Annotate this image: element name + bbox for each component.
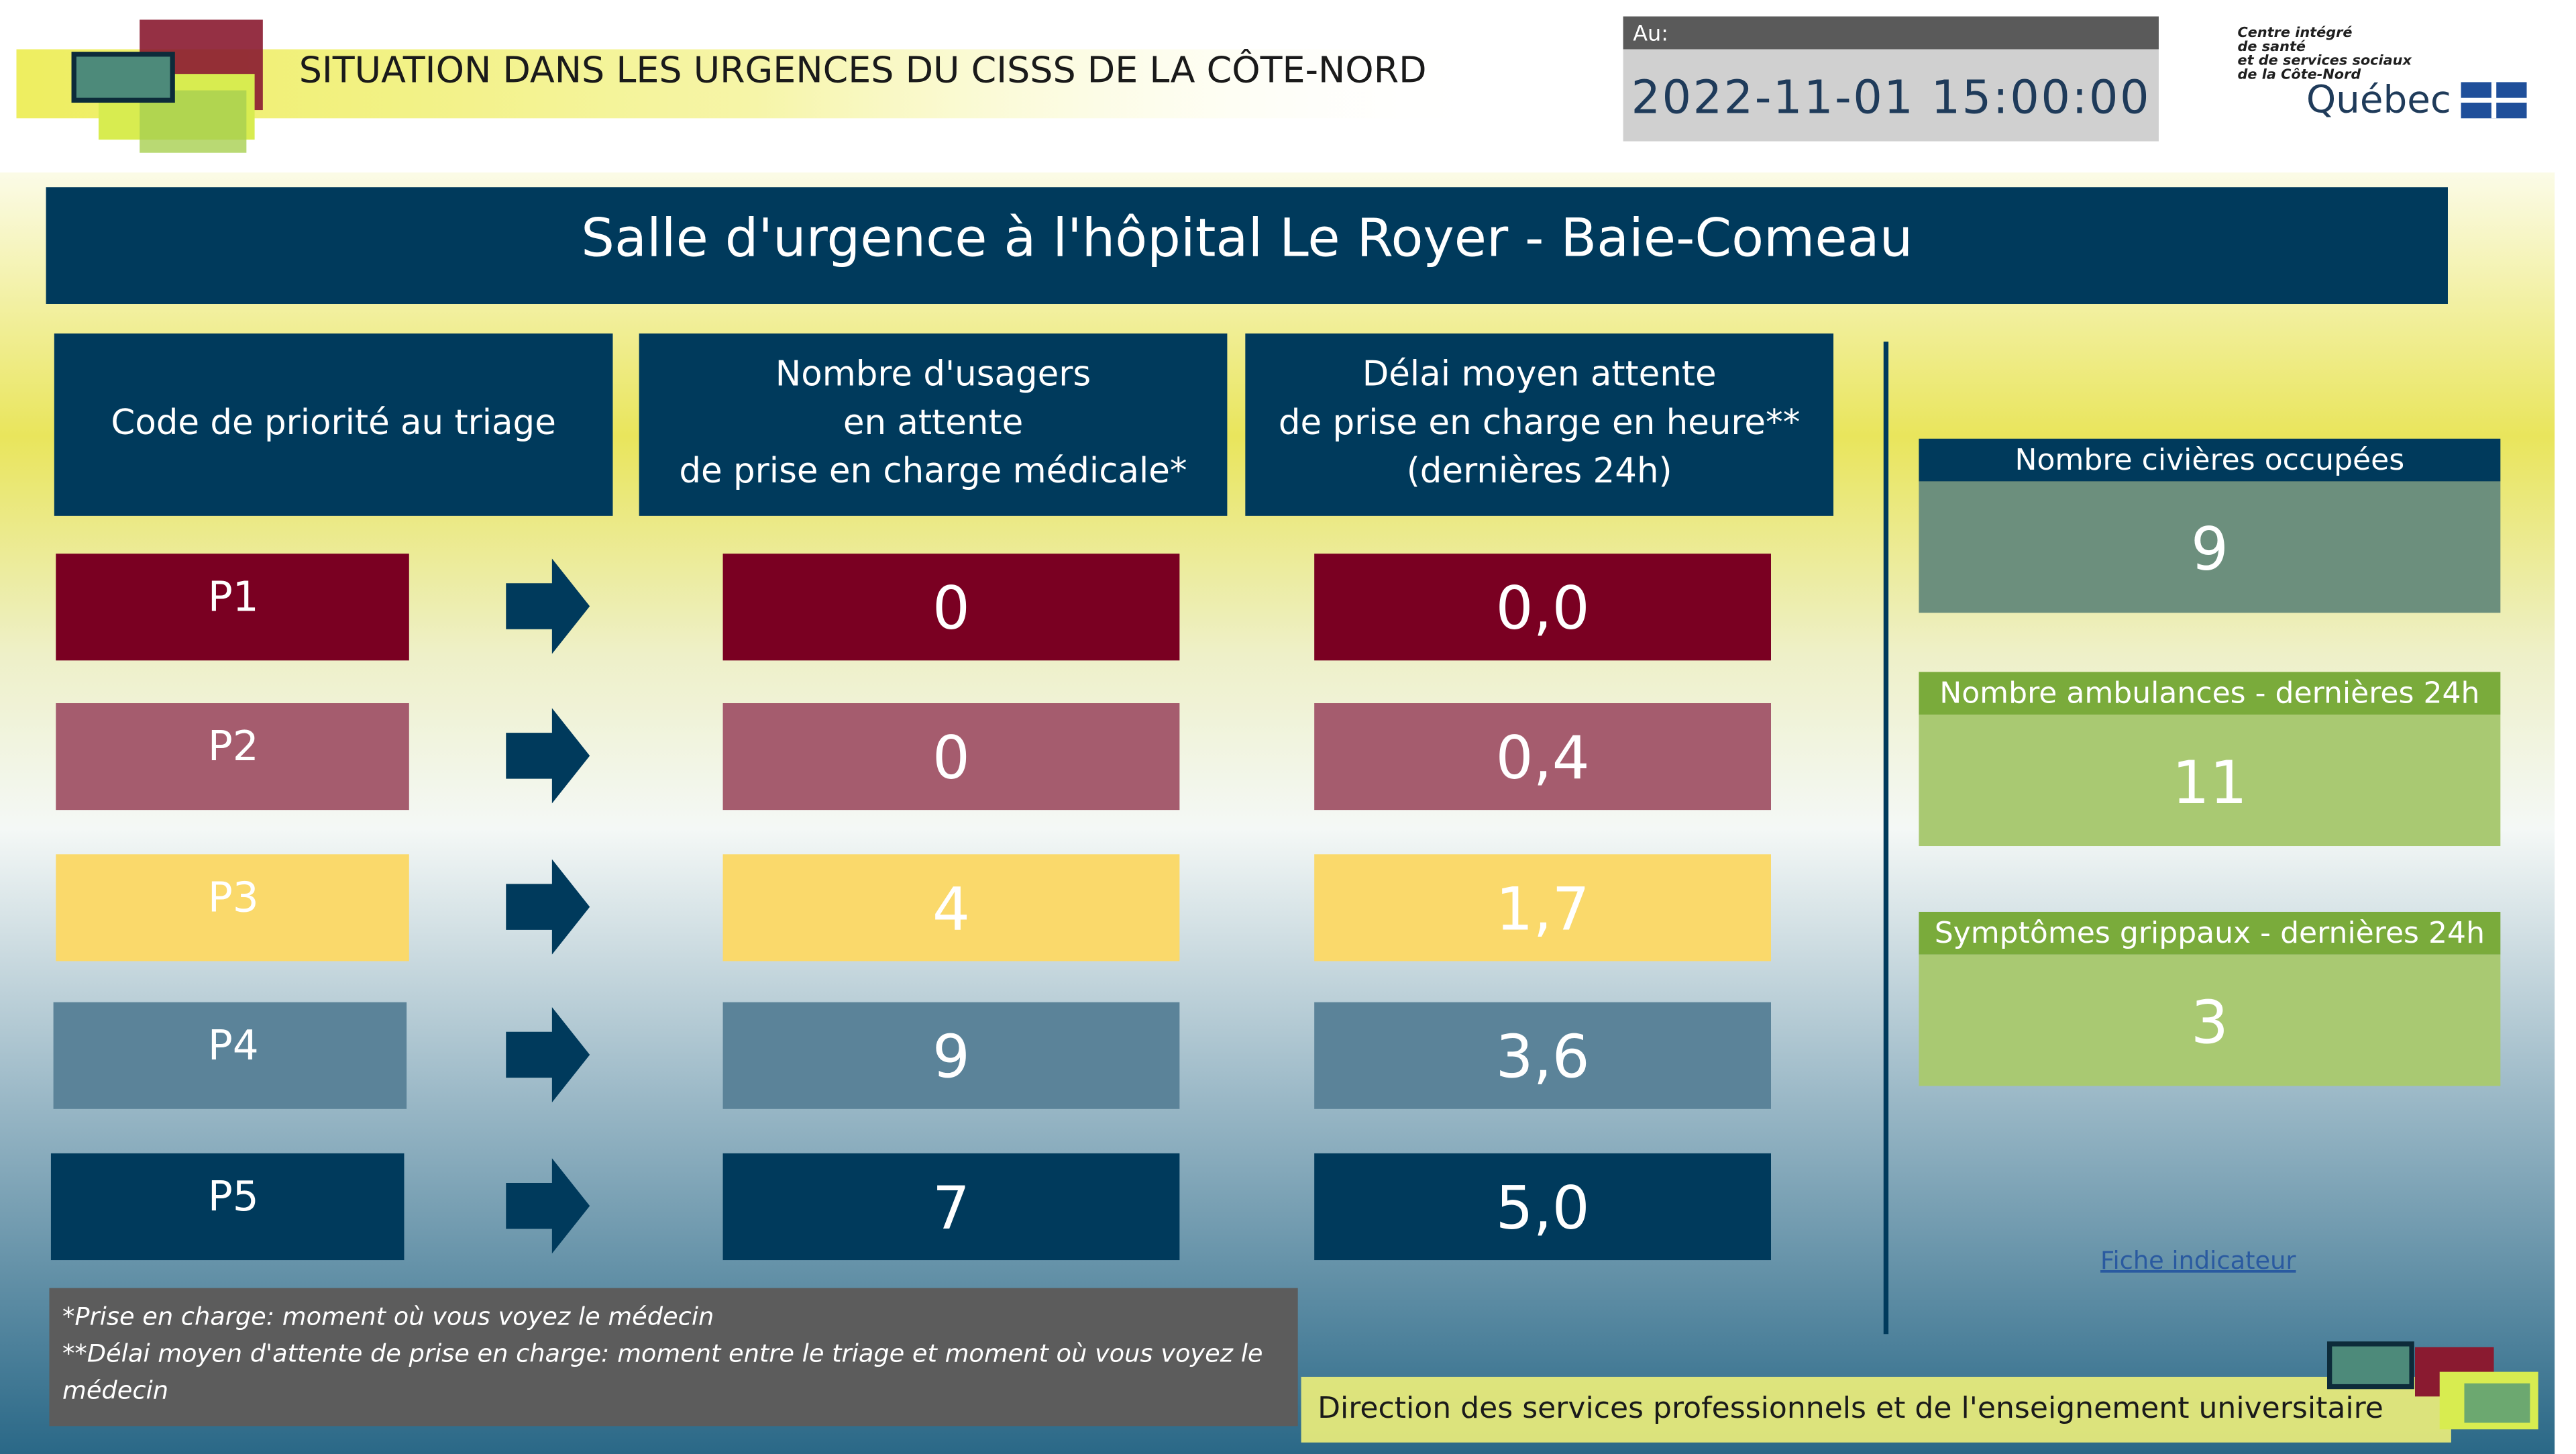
waiting-cell [722,854,1180,962]
priority-label: P2 [208,723,259,770]
footnote: médecin [62,1375,168,1404]
priority-cell [53,1002,407,1109]
right-strip [2555,0,2576,1454]
card-header [1919,911,2501,955]
priority-label: P3 [208,874,259,921]
logo-line: de santé [2238,38,2306,54]
timestamp-label-bg [1623,16,2159,50]
header-text: (dernières 24h) [1407,451,1672,491]
delay-cell [1314,703,1771,811]
timestamp: 2022-11-01 15:00:00 [1631,70,2151,124]
card-body [1919,481,2501,613]
priority-cell [56,854,409,962]
waiting-cell [722,554,1180,661]
card-label: Nombre civières occupées [2015,443,2405,477]
logo-squares [71,19,263,153]
header-text: de prise en charge médicale* [679,451,1187,491]
card-label: Symptômes grippaux - dernières 24h [1935,916,2485,950]
card-body [1919,954,2501,1086]
waiting-cell [722,1153,1180,1261]
footnotes: *Prise en charge: moment où vous voyez l… [62,1302,1263,1404]
logo-line: Centre intégré [2238,24,2353,40]
quebec-flag [2461,82,2527,119]
card-value: 3 [2191,988,2229,1057]
table-headers: Code de priorité au triage Nombre d'usage… [54,333,1834,516]
priority-cell [56,703,409,811]
header-text: Code de priorité au triage [111,403,555,443]
priority-label: P5 [208,1173,259,1221]
waiting-cell [722,703,1180,811]
delay-cell [1314,1153,1771,1261]
footer-text: Direction des services professionnels et… [1318,1391,2383,1425]
table-rows: P1 0 0,0 P2 0 0,4 P3 4 1,7 P4 9 3,6 P5 7 5,0 [50,554,1771,1261]
logo-brand: Québec [2306,78,2451,121]
logo-line: de la Côte-Nord [2238,66,2362,82]
delay-value: 3,6 [1495,1023,1589,1092]
side-cards: Nombre civières occupées 9 Nombre ambulanc… [1919,438,2501,1086]
arrow [506,558,590,654]
delay-cell [1314,1002,1771,1109]
delay-value: 0,4 [1495,723,1589,792]
arrow [506,708,590,804]
priority-label: P1 [208,573,259,621]
footnote: **Délai moyen d'attente de prise en char… [62,1339,1263,1367]
banner [46,187,2448,304]
card-label: Nombre ambulances - dernières 24h [1939,676,2479,711]
waiting-value: 9 [932,1023,970,1092]
waiting-cell [722,1002,1180,1109]
delay-value: 1,7 [1495,874,1589,943]
priority-cell [50,1153,405,1261]
header-text: Nombre d'usagers [775,354,1091,395]
indicator-link[interactable]: Fiche indicateur [2100,1246,2296,1275]
priority-cell [56,554,409,661]
waiting-value: 4 [932,874,970,943]
header-text: Délai moyen attente [1362,354,1717,395]
header-text: de prise en charge en heure** [1279,403,1801,443]
timestamp-label: Au: [1633,20,1668,46]
card-value: 9 [2191,515,2229,584]
waiting-value: 0 [932,723,970,792]
priority-label: P4 [208,1022,259,1070]
header-text: en attente [843,403,1023,443]
delay-cell [1314,854,1771,962]
card-header [1919,438,2501,482]
arrow [506,859,590,955]
delay-cell [1314,554,1771,661]
header-cell [1245,333,1834,516]
header-glow [16,49,1495,119]
footnote: *Prise en charge: moment où vous voyez l… [62,1302,714,1331]
arrow [506,1158,590,1254]
footnotes-bg [49,1288,1298,1426]
card-header [1919,672,2501,715]
footer-logo [2326,1341,2538,1430]
header-title: SITUATION DANS LES URGENCES DU CISSS DE … [299,48,1427,91]
card-value: 11 [2172,748,2247,817]
header-cell [639,333,1228,516]
delay-value: 0,0 [1495,574,1589,643]
delay-value: 5,0 [1495,1174,1589,1243]
waiting-value: 0 [932,574,970,643]
header-cell [54,333,613,516]
footer-bg [1301,1376,2451,1443]
arrow [506,1006,590,1103]
timestamp-bg [1623,49,2159,142]
card-body [1919,715,2501,847]
logo-line: et de services sociaux [2238,52,2412,68]
banner-title: Salle d'urgence à l'hôpital Le Royer - B… [581,207,1913,268]
waiting-value: 7 [932,1174,970,1243]
